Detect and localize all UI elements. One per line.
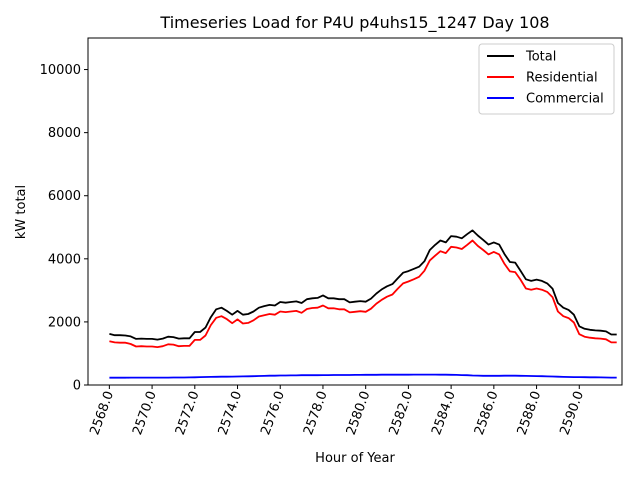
legend-label-commercial: Commercial xyxy=(526,92,604,107)
x-tick-label: 2578.0 xyxy=(301,389,331,437)
legend: Total Residential Commercial xyxy=(478,43,615,115)
x-tick-label: 2576.0 xyxy=(258,389,288,437)
y-tick-label: 4000 xyxy=(48,252,81,267)
legend-label-residential: Residential xyxy=(526,71,598,86)
x-tick-label: 2586.0 xyxy=(472,389,502,437)
series-line-total xyxy=(109,229,617,341)
y-tick-label: 8000 xyxy=(48,126,81,141)
x-tick-label: 2574.0 xyxy=(216,389,246,437)
y-axis-label: kW total xyxy=(14,185,29,239)
series-line-commercial xyxy=(109,373,617,379)
y-tick-label: 2000 xyxy=(48,315,81,330)
x-tick-label: 2582.0 xyxy=(387,389,417,437)
x-tick-label: 2590.0 xyxy=(557,389,587,437)
x-tick-label: 2572.0 xyxy=(173,389,203,437)
x-tick-label: 2588.0 xyxy=(515,389,545,437)
axes-frame xyxy=(87,37,623,386)
legend-label-total: Total xyxy=(525,50,556,65)
y-tick-label: 6000 xyxy=(48,189,81,204)
x-tick-label: 2568.0 xyxy=(87,389,117,437)
x-tick-label: 2570.0 xyxy=(130,389,160,437)
y-tick-label: 0 xyxy=(73,379,81,394)
x-tick-label: 2580.0 xyxy=(344,389,374,437)
chart-title: Timeseries Load for P4U p4uhs15_1247 Day… xyxy=(159,13,549,33)
series-line-residential xyxy=(109,239,617,349)
x-axis-label: Hour of Year xyxy=(315,451,395,466)
x-tick-label: 2584.0 xyxy=(429,389,459,437)
legend-box xyxy=(478,43,615,115)
y-tick-label: 10000 xyxy=(40,63,81,78)
